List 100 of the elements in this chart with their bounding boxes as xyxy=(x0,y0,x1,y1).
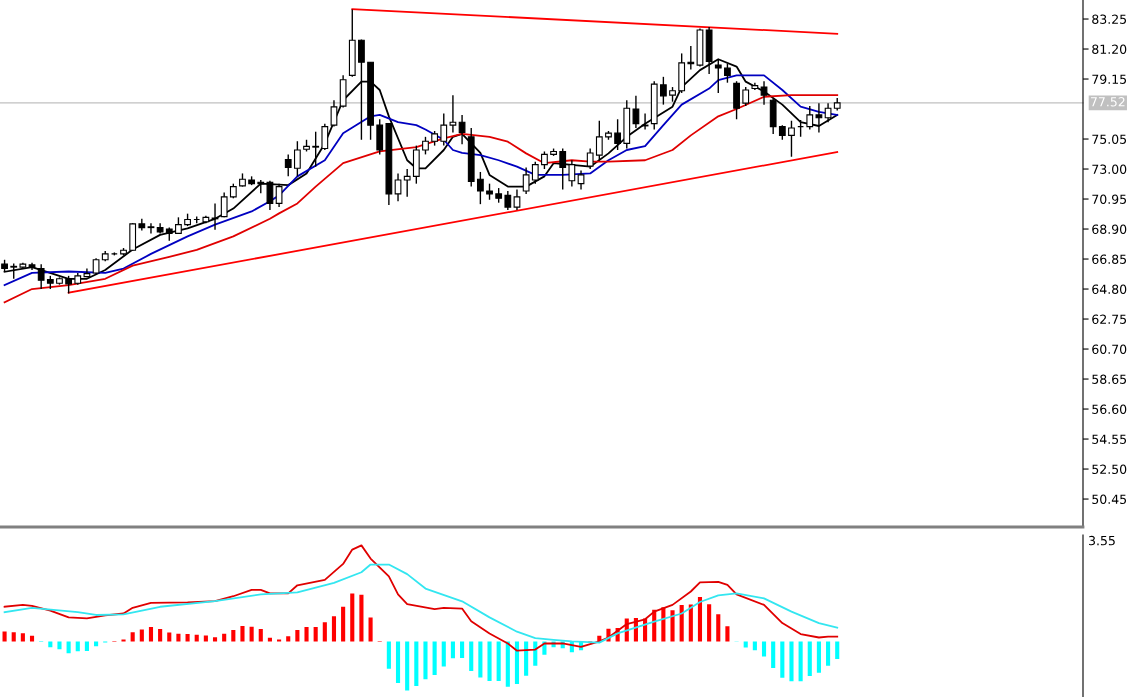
bar xyxy=(405,641,410,691)
y-tick-label: 54.55 xyxy=(1092,434,1127,444)
candlestick xyxy=(513,188,521,211)
y-tick-label: 75.05 xyxy=(1092,134,1127,144)
bar xyxy=(386,641,391,669)
bar xyxy=(533,641,538,666)
bar xyxy=(185,634,190,642)
bar xyxy=(359,594,364,642)
bar xyxy=(826,641,831,666)
candlestick xyxy=(293,140,301,178)
y-tick-label: 70.95 xyxy=(1092,194,1127,204)
bar xyxy=(84,641,89,651)
bar xyxy=(716,614,721,642)
ref-line-label: 77.52 xyxy=(1090,97,1125,107)
bar xyxy=(258,628,263,642)
candlestick xyxy=(321,122,329,151)
candlestick xyxy=(632,95,640,129)
bar xyxy=(679,604,684,642)
candlestick xyxy=(284,153,292,178)
bar xyxy=(450,641,455,659)
bar xyxy=(441,641,446,667)
bar xyxy=(487,641,492,681)
candlestick xyxy=(742,86,750,107)
candlestick xyxy=(403,168,411,198)
candlestick xyxy=(394,172,402,202)
bar xyxy=(212,637,218,642)
bar xyxy=(505,641,510,687)
candlestick xyxy=(449,94,457,134)
bar xyxy=(771,641,776,669)
candlestick xyxy=(815,102,823,134)
bar xyxy=(423,641,428,680)
y-tick-label: 50.45 xyxy=(1092,494,1127,504)
text: 3.55 xyxy=(1089,535,1115,546)
y-tick-label: 79.15 xyxy=(1092,74,1127,84)
bar xyxy=(240,625,245,642)
bar xyxy=(524,641,529,676)
bar xyxy=(350,593,355,642)
bar xyxy=(249,626,254,642)
candlestick xyxy=(568,159,576,188)
bar xyxy=(725,626,730,642)
bar xyxy=(313,627,318,642)
bar xyxy=(11,632,16,642)
candlestick xyxy=(788,120,795,158)
candlestick xyxy=(760,80,768,106)
bar xyxy=(139,629,144,642)
candlestick xyxy=(275,182,283,208)
bar xyxy=(368,617,373,642)
bar xyxy=(414,641,419,686)
y-tick-label: 60.70 xyxy=(1092,344,1127,354)
candlestick xyxy=(220,191,228,219)
bar xyxy=(75,641,80,652)
bar xyxy=(57,641,62,650)
bar xyxy=(807,641,812,677)
candlestick xyxy=(614,118,622,151)
candlestick xyxy=(595,120,603,161)
y-tick-label: 83.25 xyxy=(1092,14,1127,24)
bar xyxy=(496,641,501,681)
y-tick-label: 56.60 xyxy=(1092,404,1127,414)
bar xyxy=(395,641,401,683)
y-tick-label: 73.00 xyxy=(1092,164,1127,174)
bar xyxy=(478,641,483,678)
bar xyxy=(286,636,291,642)
candlestick xyxy=(458,114,466,145)
candlestick xyxy=(476,171,484,205)
bar xyxy=(341,606,346,642)
bar xyxy=(798,641,803,682)
bar xyxy=(231,630,236,642)
candlestick xyxy=(559,147,567,191)
bar xyxy=(707,604,712,642)
bar xyxy=(816,641,821,673)
bar xyxy=(20,633,25,642)
candlestick xyxy=(659,76,667,106)
bar xyxy=(148,627,154,642)
bar xyxy=(761,641,767,657)
candlestick xyxy=(147,222,155,235)
bar xyxy=(203,635,208,642)
candlestick xyxy=(266,180,274,211)
y-tick-label: 68.90 xyxy=(1092,224,1127,234)
candlestick xyxy=(824,102,832,123)
bar xyxy=(295,630,300,642)
candlestick xyxy=(577,169,585,191)
bar xyxy=(331,616,337,642)
candlestick xyxy=(440,112,448,147)
bar xyxy=(697,597,703,642)
candlestick xyxy=(312,131,320,168)
bar xyxy=(743,641,748,648)
candlestick xyxy=(522,166,530,195)
y-tick-label: 81.20 xyxy=(1092,44,1127,54)
bar xyxy=(158,628,163,642)
bar xyxy=(322,622,327,642)
y-tick-label: 52.50 xyxy=(1092,464,1127,474)
y-tick-label: 64.80 xyxy=(1092,284,1127,294)
candlestick xyxy=(586,147,594,170)
bar xyxy=(432,641,437,675)
bar xyxy=(94,641,99,647)
y-tick-label: 58.65 xyxy=(1092,374,1127,384)
bar xyxy=(835,641,840,659)
candlestick xyxy=(330,99,338,128)
candlestick xyxy=(724,62,731,84)
y-tick-label: 66.85 xyxy=(1092,254,1127,264)
